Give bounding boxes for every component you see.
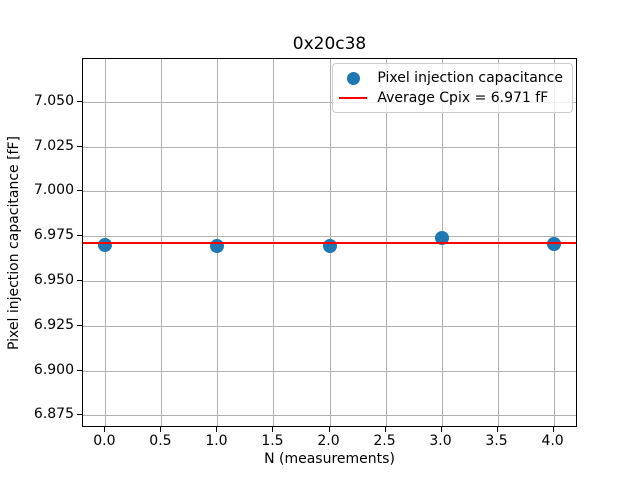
legend: Pixel injection capacitance Average Cpix… xyxy=(332,63,573,113)
x-tick-label: 2.5 xyxy=(373,433,396,449)
x-tick-label: 3.0 xyxy=(429,433,452,449)
x-tick-mark xyxy=(496,427,498,432)
x-tick-label: 3.5 xyxy=(485,433,508,449)
scatter-marker-icon xyxy=(346,71,360,85)
average-line-icon xyxy=(339,97,368,99)
legend-label-scatter: Pixel injection capacitance xyxy=(377,70,563,86)
x-tick-label: 1.0 xyxy=(205,433,228,449)
y-gridline xyxy=(83,280,576,282)
y-tick-label: 7.025 xyxy=(33,137,74,154)
chart-title: 0x20c38 xyxy=(292,34,367,54)
data-point xyxy=(434,231,449,246)
x-tick-mark xyxy=(552,427,554,432)
y-tick-label: 6.975 xyxy=(33,227,74,244)
y-gridline xyxy=(83,415,576,417)
data-point xyxy=(210,238,225,253)
average-line xyxy=(83,242,576,245)
legend-label-average: Average Cpix = 6.971 fF xyxy=(377,90,549,106)
legend-marker-column xyxy=(339,71,367,85)
x-tick-label: 4.0 xyxy=(541,433,564,449)
y-gridline xyxy=(83,325,576,327)
y-gridline xyxy=(83,146,576,148)
x-tick-label: 1.5 xyxy=(261,433,284,449)
y-tick-mark xyxy=(77,369,82,371)
y-gridline xyxy=(83,191,576,193)
y-tick-label: 7.050 xyxy=(33,92,74,109)
y-tick-mark xyxy=(77,100,82,102)
data-point xyxy=(98,237,113,252)
x-tick-mark xyxy=(216,427,218,432)
x-axis-label: N (measurements) xyxy=(264,451,395,467)
y-gridline xyxy=(83,101,576,103)
legend-marker-column xyxy=(339,97,368,99)
y-tick-mark xyxy=(77,145,82,147)
x-tick-label: 0.5 xyxy=(149,433,172,449)
legend-entry-average: Average Cpix = 6.971 fF xyxy=(339,88,563,108)
y-tick-mark xyxy=(77,279,82,281)
y-gridline xyxy=(83,370,576,372)
data-point xyxy=(322,238,337,253)
x-tick-mark xyxy=(328,427,330,432)
y-gridline xyxy=(83,236,576,238)
y-tick-label: 7.000 xyxy=(33,182,74,199)
x-tick-mark xyxy=(104,427,106,432)
x-tick-mark xyxy=(440,427,442,432)
y-tick-mark xyxy=(77,190,82,192)
x-tick-mark xyxy=(384,427,386,432)
y-tick-mark xyxy=(77,235,82,237)
x-tick-label: 2.0 xyxy=(317,433,340,449)
y-tick-label: 6.875 xyxy=(33,406,74,423)
x-tick-mark xyxy=(160,427,162,432)
legend-entry-scatter: Pixel injection capacitance xyxy=(339,68,563,88)
y-tick-mark xyxy=(77,414,82,416)
y-tick-mark xyxy=(77,324,82,326)
x-tick-mark xyxy=(272,427,274,432)
x-tick-label: 0.0 xyxy=(93,433,116,449)
y-tick-label: 6.900 xyxy=(33,361,74,378)
plot-area: Pixel injection capacitance Average Cpix… xyxy=(82,58,577,427)
y-tick-label: 6.950 xyxy=(33,271,74,288)
y-tick-label: 6.925 xyxy=(33,316,74,333)
